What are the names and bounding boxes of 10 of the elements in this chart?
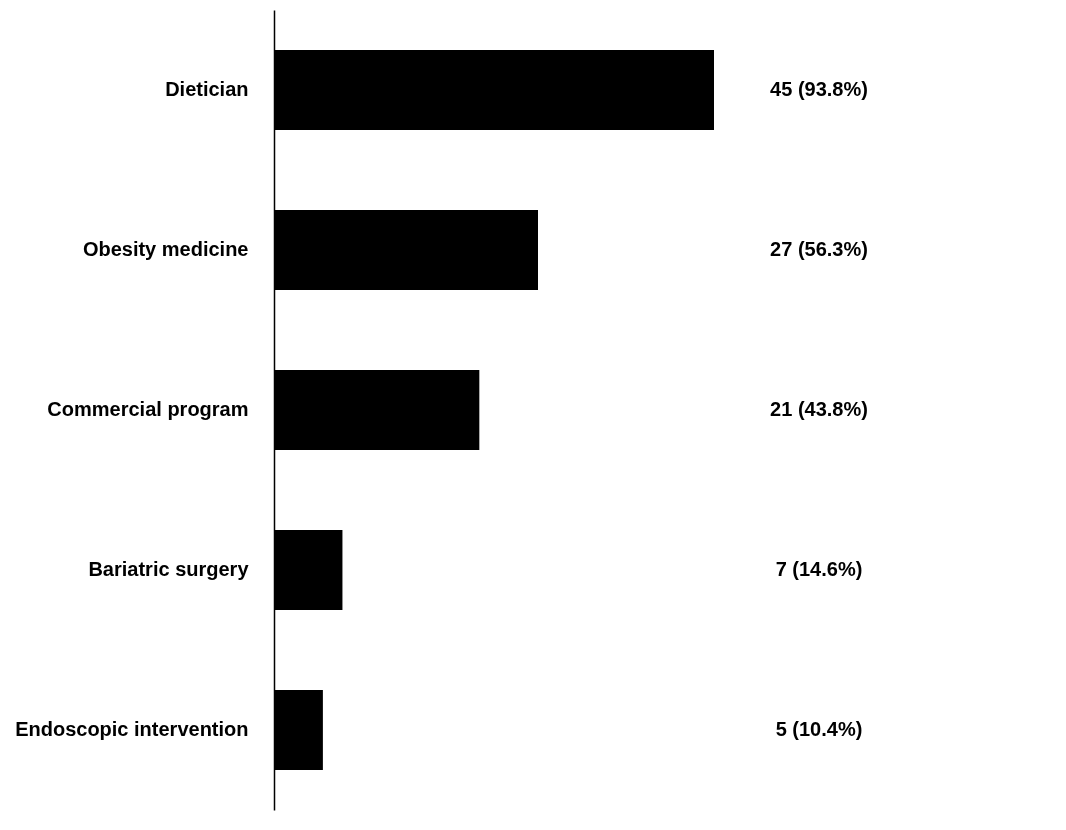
y-tick-label: Dietician [165,78,249,100]
data-label: 27 (56.3%) [770,238,868,260]
data-label: 5 (10.4%) [775,718,863,740]
data-label: 7 (14.6%) [775,558,863,580]
y-tick-label: Commercial program [47,398,249,420]
data-label: 45 (93.8%) [770,78,868,100]
y-tick-label: Endoscopic intervention [15,718,249,740]
y-tick-label: Obesity medicine [82,238,249,260]
y-tick-label: Bariatric surgery [88,558,250,580]
data-label: 21 (43.8%) [770,398,868,420]
